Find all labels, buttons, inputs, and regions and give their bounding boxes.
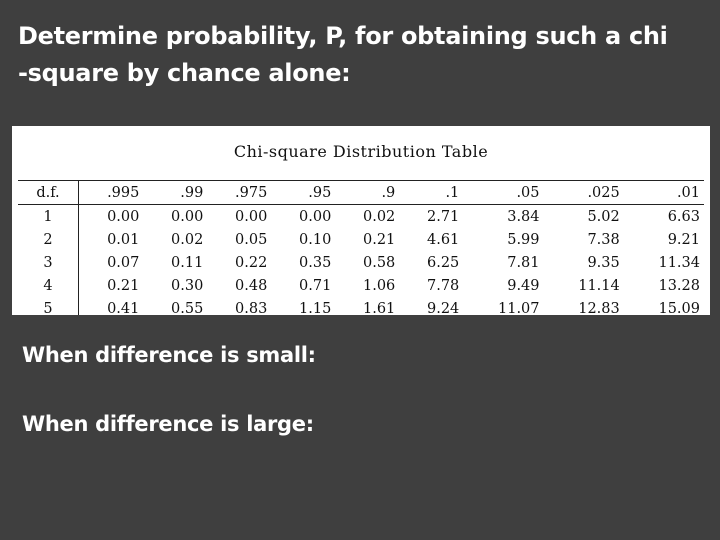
value-cell: 0.02	[171, 231, 204, 248]
value-cell: 0.48	[235, 277, 268, 294]
title-line-1: Determine probability, P, for obtaining …	[18, 22, 668, 50]
value-cell: 0.10	[299, 231, 332, 248]
value-cell: 7.78	[426, 277, 460, 294]
header-cell: .95	[271, 180, 336, 205]
header-cell: .995	[78, 180, 144, 205]
df-cell: 2	[18, 228, 79, 251]
value-cell: 0.05	[235, 231, 268, 248]
table-row: 5 0.41 0.55 0.83 1.15 1.61 9.24 11.07 12.83 15.09	[18, 297, 704, 315]
value-cell: 0.21	[363, 231, 396, 248]
value-cell: 0.35	[299, 254, 332, 271]
value-cell: 6.63	[667, 208, 700, 225]
slide-title: Determine probability, P, for obtaining …	[18, 18, 708, 92]
value-cell: 0.30	[171, 277, 204, 294]
value-cell: 5.99	[507, 231, 540, 248]
value-cell: 13.28	[658, 277, 700, 294]
value-cell: 0.41	[107, 300, 140, 316]
table-header-row: d.f. .995 .99 .975 .95 .9 .1 .05 .025 .0…	[18, 180, 704, 205]
table-row: 4 0.21 0.30 0.48 0.71 1.06 7.78 9.49 11.14 13.28	[18, 274, 704, 297]
value-cell: 0.58	[363, 254, 396, 271]
value-cell: 0.01	[107, 231, 140, 248]
table-caption: Chi-square Distribution Table	[233, 142, 489, 161]
table-body: 1 0.00 0.00 0.00 0.00 0.02 2.71 3.84 5.02 6.63 2 0.…	[18, 204, 704, 315]
value-cell: 0.55	[171, 300, 204, 316]
value-cell: 0.00	[107, 208, 140, 225]
value-cell: 6.25	[426, 254, 460, 271]
value-cell: 0.07	[107, 254, 140, 271]
value-cell: 3.84	[507, 208, 540, 225]
value-cell: 15.09	[658, 300, 700, 316]
value-cell: 11.07	[498, 300, 540, 316]
value-cell: 0.02	[363, 208, 396, 225]
df-cell: 5	[18, 297, 79, 315]
value-cell: 11.14	[578, 277, 620, 294]
header-cell: .975	[207, 180, 272, 205]
df-cell: 1	[18, 204, 79, 228]
value-cell: 0.00	[171, 208, 204, 225]
value-cell: 9.21	[667, 231, 700, 248]
value-cell: 4.61	[426, 231, 460, 248]
header-cell: .9	[335, 180, 400, 205]
value-cell: 7.38	[587, 231, 620, 248]
header-cell: .1	[399, 180, 464, 205]
value-cell: 5.02	[587, 208, 620, 225]
header-cell: .05	[463, 180, 544, 205]
header-cell: .025	[543, 180, 624, 205]
chi-square-table-image: Chi-square Distribution Table d.f. .995 …	[12, 126, 710, 315]
value-cell: 1.06	[363, 277, 396, 294]
table-row: 3 0.07 0.11 0.22 0.35 0.58 6.25 7.81 9.35 11.34	[18, 251, 704, 274]
table-row: 1 0.00 0.00 0.00 0.00 0.02 2.71 3.84 5.02 6.63	[18, 204, 704, 228]
value-cell: 9.49	[507, 277, 540, 294]
value-cell: 9.35	[587, 254, 620, 271]
value-cell: 0.83	[235, 300, 268, 316]
df-cell: 3	[18, 251, 79, 274]
value-cell: 11.34	[658, 254, 700, 271]
header-cell: .01	[623, 180, 704, 205]
value-cell: 1.61	[363, 300, 396, 316]
table-row: 2 0.01 0.02 0.05 0.10 0.21 4.61 5.99 7.38 9.21	[18, 228, 704, 251]
value-cell: 7.81	[507, 254, 540, 271]
value-cell: 0.22	[235, 254, 268, 271]
value-cell: 1.15	[299, 300, 332, 316]
chi-square-table: d.f. .995 .99 .975 .95 .9 .1 .05 .025 .0…	[18, 180, 704, 315]
small-difference-text: When difference is small:	[22, 343, 316, 367]
value-cell: 0.00	[299, 208, 332, 225]
df-cell: 4	[18, 274, 79, 297]
header-cell: d.f.	[18, 180, 79, 205]
value-cell: 12.83	[578, 300, 620, 316]
value-cell: 0.71	[299, 277, 332, 294]
large-difference-text: When difference is large:	[22, 412, 314, 436]
value-cell: 0.11	[171, 254, 204, 271]
value-cell: 2.71	[426, 208, 460, 225]
title-line-2: -square by chance alone:	[18, 59, 351, 87]
value-cell: 0.00	[235, 208, 268, 225]
value-cell: 9.24	[426, 300, 460, 316]
value-cell: 0.21	[107, 277, 140, 294]
header-cell: .99	[143, 180, 208, 205]
